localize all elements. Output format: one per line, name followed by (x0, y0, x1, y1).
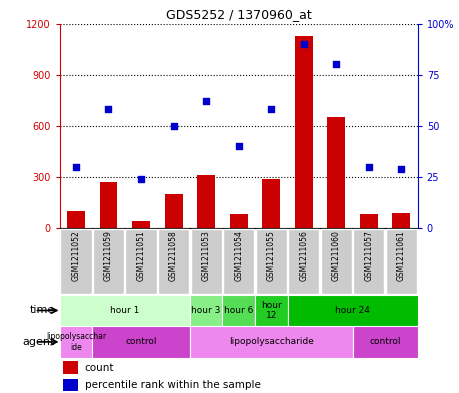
Text: GSM1211054: GSM1211054 (234, 230, 243, 281)
FancyBboxPatch shape (125, 229, 157, 294)
Bar (230, 214, 248, 228)
FancyBboxPatch shape (256, 229, 287, 294)
FancyBboxPatch shape (353, 229, 385, 294)
Point (105, 106, 112, 112)
Point (398, 165, 405, 172)
Text: GSM1211056: GSM1211056 (299, 230, 308, 281)
Bar (327, 117, 345, 228)
Bar (262, 178, 280, 228)
Text: GSM1211058: GSM1211058 (169, 230, 178, 281)
FancyBboxPatch shape (190, 229, 222, 294)
Point (300, 41, 308, 47)
Point (333, 61, 340, 68)
FancyBboxPatch shape (190, 295, 223, 326)
FancyBboxPatch shape (321, 229, 352, 294)
Point (202, 98, 210, 105)
Point (170, 123, 177, 129)
Point (365, 163, 373, 170)
FancyBboxPatch shape (92, 326, 190, 358)
Bar (132, 221, 150, 228)
Text: GSM1211052: GSM1211052 (72, 230, 80, 281)
FancyBboxPatch shape (60, 326, 92, 358)
FancyBboxPatch shape (93, 229, 124, 294)
Text: hour
12: hour 12 (261, 301, 282, 320)
Text: GSM1211059: GSM1211059 (104, 230, 113, 281)
Bar (197, 175, 215, 228)
Text: percentile rank within the sample: percentile rank within the sample (85, 380, 261, 390)
Bar (165, 194, 183, 228)
FancyBboxPatch shape (386, 229, 417, 294)
FancyBboxPatch shape (60, 295, 190, 326)
Text: control: control (125, 338, 157, 346)
Point (72, 163, 79, 170)
Text: GSM1211055: GSM1211055 (267, 230, 276, 281)
Text: hour 6: hour 6 (224, 306, 253, 315)
Text: GSM1211060: GSM1211060 (332, 230, 341, 281)
Point (235, 143, 242, 149)
FancyBboxPatch shape (223, 295, 255, 326)
FancyBboxPatch shape (190, 326, 353, 358)
FancyBboxPatch shape (353, 326, 418, 358)
Text: control: control (369, 338, 401, 346)
Text: hour 1: hour 1 (110, 306, 140, 315)
Bar (63, 361, 78, 373)
Text: GSM1211053: GSM1211053 (202, 230, 211, 281)
Point (137, 176, 145, 182)
Text: GSM1211051: GSM1211051 (136, 230, 146, 281)
Bar (360, 214, 378, 228)
Bar (295, 35, 313, 228)
Text: GSM1211057: GSM1211057 (364, 230, 373, 281)
FancyBboxPatch shape (60, 229, 91, 294)
FancyBboxPatch shape (255, 295, 287, 326)
Title: GDS5252 / 1370960_at: GDS5252 / 1370960_at (166, 8, 312, 21)
Text: hour 3: hour 3 (191, 306, 221, 315)
Bar (100, 182, 118, 228)
FancyBboxPatch shape (288, 229, 319, 294)
Text: lipopolysacchar
ide: lipopolysacchar ide (46, 332, 106, 352)
FancyBboxPatch shape (223, 229, 254, 294)
Text: agent: agent (22, 337, 55, 347)
Point (268, 106, 275, 112)
FancyBboxPatch shape (287, 295, 418, 326)
Bar (392, 213, 410, 228)
Bar (67, 211, 85, 228)
Text: count: count (85, 362, 114, 373)
Bar (63, 379, 78, 391)
FancyBboxPatch shape (158, 229, 189, 294)
Text: lipopolysaccharide: lipopolysaccharide (229, 338, 313, 346)
Text: time: time (30, 305, 55, 316)
Text: GSM1211061: GSM1211061 (397, 230, 406, 281)
Text: hour 24: hour 24 (335, 306, 370, 315)
